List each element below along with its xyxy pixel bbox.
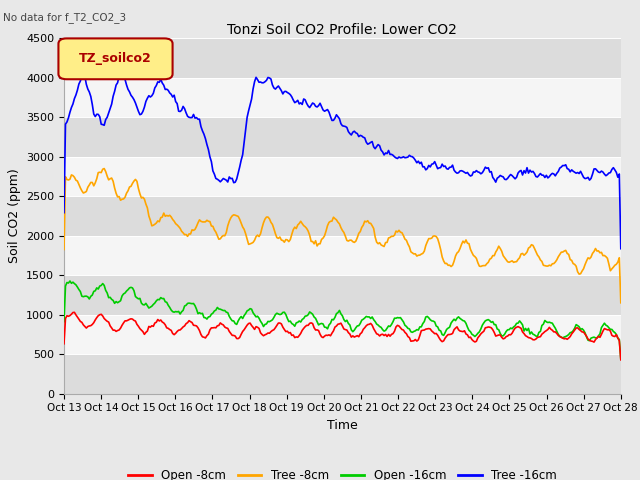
Bar	[64, 117, 621, 157]
Legend: Open -8cm, Tree -8cm, Open -16cm, Tree -16cm: Open -8cm, Tree -8cm, Open -16cm, Tree -…	[124, 465, 561, 480]
Bar	[64, 275, 621, 315]
X-axis label: Time: Time	[327, 419, 358, 432]
Bar	[64, 38, 621, 78]
FancyBboxPatch shape	[58, 38, 173, 79]
Y-axis label: Soil CO2 (ppm): Soil CO2 (ppm)	[8, 168, 20, 264]
Bar	[64, 196, 621, 236]
Title: Tonzi Soil CO2 Profile: Lower CO2: Tonzi Soil CO2 Profile: Lower CO2	[227, 23, 458, 37]
Text: No data for f_T2_CO2_3: No data for f_T2_CO2_3	[3, 12, 126, 23]
Text: TZ_soilco2: TZ_soilco2	[79, 52, 152, 65]
Bar	[64, 354, 621, 394]
